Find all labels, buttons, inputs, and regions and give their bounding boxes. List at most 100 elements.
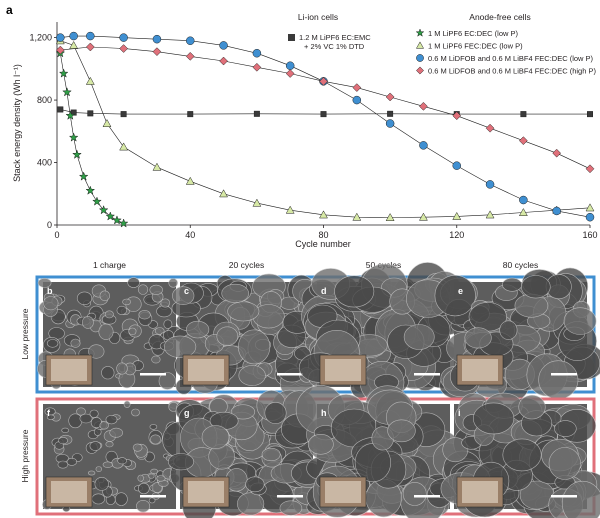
grain-texture bbox=[99, 290, 111, 302]
data-point bbox=[419, 212, 428, 221]
grain-texture bbox=[89, 409, 99, 418]
grain-texture bbox=[307, 433, 334, 455]
data-point bbox=[57, 106, 64, 113]
micrograph-tile: d bbox=[298, 262, 466, 405]
data-point bbox=[185, 52, 195, 61]
grain-texture bbox=[94, 476, 109, 491]
grain-texture bbox=[138, 482, 150, 495]
data-point bbox=[285, 69, 295, 78]
grain-texture bbox=[98, 323, 114, 340]
grain-texture bbox=[149, 424, 158, 430]
grain-texture bbox=[58, 437, 68, 445]
grain-texture bbox=[554, 420, 577, 437]
data-point bbox=[285, 205, 295, 214]
data-point bbox=[552, 206, 561, 216]
grain-texture bbox=[104, 310, 114, 319]
data-point bbox=[485, 123, 495, 133]
grain-texture bbox=[520, 275, 551, 299]
legend-marker bbox=[415, 41, 425, 49]
data-point bbox=[385, 119, 395, 128]
data-point bbox=[119, 44, 128, 53]
grain-texture bbox=[464, 327, 492, 349]
data-point bbox=[252, 198, 262, 207]
series-circle bbox=[56, 31, 595, 222]
x-tick-label: 80 bbox=[318, 230, 328, 240]
data-point bbox=[85, 76, 95, 85]
scale-bar bbox=[140, 373, 166, 376]
data-point bbox=[186, 36, 195, 45]
grain-texture bbox=[434, 275, 476, 317]
data-point bbox=[519, 195, 528, 205]
data-point bbox=[58, 68, 69, 78]
micrograph-tile: f bbox=[42, 400, 181, 513]
data-point bbox=[185, 176, 195, 185]
data-point bbox=[152, 162, 162, 171]
legend-marker-liion bbox=[288, 34, 295, 41]
grain-texture bbox=[261, 447, 281, 462]
grain-texture bbox=[538, 360, 579, 400]
inset-electrode bbox=[188, 481, 224, 503]
data-point bbox=[352, 95, 362, 105]
legend-group-liion: Li-ion cells bbox=[298, 12, 338, 22]
grain-texture bbox=[116, 305, 128, 315]
grain-texture bbox=[61, 427, 69, 434]
grain-texture bbox=[138, 310, 151, 320]
grain-texture bbox=[101, 366, 115, 380]
grain-texture bbox=[186, 320, 210, 339]
grain-texture bbox=[227, 301, 260, 322]
grain-texture bbox=[99, 421, 109, 430]
inset-electrode bbox=[51, 481, 87, 503]
data-point bbox=[485, 180, 495, 189]
data-point bbox=[119, 142, 129, 151]
data-point bbox=[587, 111, 593, 118]
grain-texture bbox=[127, 277, 140, 288]
grain-texture bbox=[334, 275, 375, 308]
grain-texture bbox=[518, 394, 546, 420]
series-line bbox=[60, 35, 591, 218]
micrograph-tile: e bbox=[434, 267, 600, 402]
grain-texture bbox=[163, 319, 173, 329]
grain-texture bbox=[114, 492, 128, 506]
scale-bar bbox=[551, 373, 577, 376]
grain-texture bbox=[201, 425, 230, 450]
grain-texture bbox=[502, 438, 542, 472]
legend-label: 0.6 M LiDFOB and 0.6 M LiBF4 FEC:DEC (hi… bbox=[428, 67, 596, 76]
data-point bbox=[219, 189, 228, 198]
data-point bbox=[55, 45, 65, 55]
grain-texture bbox=[91, 493, 105, 505]
grain-texture bbox=[216, 326, 239, 346]
grain-texture bbox=[563, 307, 597, 335]
grain-texture bbox=[46, 414, 55, 420]
grain-texture bbox=[76, 291, 93, 305]
panel-label: d bbox=[321, 286, 327, 296]
grain-texture bbox=[149, 284, 163, 296]
data-point bbox=[102, 118, 112, 127]
data-point bbox=[68, 132, 79, 142]
legend-marker bbox=[416, 66, 424, 75]
inset-electrode bbox=[51, 359, 87, 381]
data-point bbox=[98, 205, 109, 215]
grain-texture bbox=[76, 407, 86, 416]
data-point bbox=[452, 211, 462, 220]
grain-texture bbox=[168, 278, 178, 288]
grain-texture bbox=[82, 316, 94, 329]
grain-texture bbox=[105, 415, 118, 425]
data-point bbox=[519, 136, 528, 146]
data-point bbox=[452, 161, 461, 170]
grain-texture bbox=[116, 362, 128, 375]
legend-liion-line1: 1.2 M LiPF6 EC:EMC bbox=[299, 33, 371, 42]
grain-texture bbox=[279, 500, 303, 516]
data-point bbox=[485, 210, 495, 219]
grain-texture bbox=[230, 404, 256, 420]
data-point bbox=[78, 171, 89, 181]
grain-texture bbox=[105, 441, 114, 448]
grain-texture bbox=[473, 402, 515, 435]
grain-texture bbox=[150, 434, 161, 445]
data-point bbox=[112, 215, 122, 225]
data-point bbox=[85, 185, 96, 195]
grain-texture bbox=[561, 480, 600, 518]
grain-texture bbox=[37, 277, 52, 288]
series-line bbox=[60, 53, 124, 224]
